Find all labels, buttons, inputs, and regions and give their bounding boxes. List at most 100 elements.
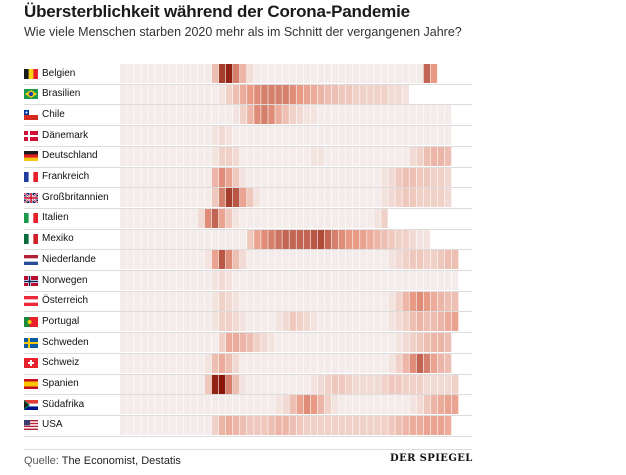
heatmap-cell: [317, 395, 325, 415]
country-label-norwegen: Norwegen: [42, 274, 88, 286]
flag-usa-icon: [24, 420, 38, 431]
heatmap-cell: [282, 415, 289, 435]
heatmap-cell: [338, 146, 346, 166]
heatmap-cell: [211, 271, 219, 290]
heatmap-cell: [416, 250, 424, 270]
heatmap-cell: [423, 229, 431, 249]
heatmap-cell: [141, 395, 148, 415]
heatmap-cell: [275, 188, 282, 208]
chart-title: Übersterblichkeit während der Corona-Pan…: [24, 2, 410, 21]
heatmap-cell: [127, 353, 134, 373]
heatmap-cell: [353, 188, 360, 208]
heatmap-cell: [155, 229, 162, 249]
heatmap-cell: [282, 333, 289, 353]
heatmap-cell: [317, 353, 325, 373]
heatmap-cell: [353, 105, 360, 125]
heatmap-cell: [127, 188, 134, 208]
heatmap-cell: [120, 374, 127, 394]
heatmap-cell: [331, 229, 339, 249]
heatmap-cell: [289, 64, 296, 83]
heatmap-cell: [331, 374, 339, 394]
heatmap-cell: [169, 250, 176, 270]
heatmap-cell: [353, 146, 360, 166]
heatmap-cell: [409, 415, 416, 435]
heatmap-cell: [254, 291, 261, 311]
heatmap-cell: [324, 271, 332, 290]
chart-subtitle: Wie viele Menschen starben 2020 mehr als…: [24, 25, 462, 39]
heatmap-cell: [360, 271, 367, 290]
heatmap-cell: [134, 415, 141, 435]
heatmap-cell: [317, 84, 325, 104]
heatmap-cell: [444, 291, 452, 311]
heatmap-cell: [402, 353, 409, 373]
heatmap-cell: [211, 188, 219, 208]
heatmap-cell: [261, 312, 268, 332]
heatmap-cell: [367, 291, 374, 311]
heatmap-cell: [218, 353, 226, 373]
heatmap-cell: [190, 84, 198, 104]
heatmap-cell: [232, 353, 240, 373]
heatmap-cell: [247, 64, 254, 83]
heatmap-cell: [134, 374, 141, 394]
heatmap-cell: [331, 146, 339, 166]
flag-brasilien-icon: [24, 89, 38, 100]
heatmap-cell: [324, 291, 332, 311]
heatmap-cell: [204, 146, 212, 166]
footer-divider: [24, 449, 472, 450]
heatmap-cell: [331, 64, 339, 83]
heatmap-cell: [204, 395, 212, 415]
heatmap-cell: [183, 64, 191, 83]
heatmap-cell: [310, 105, 318, 125]
heatmap-cell: [155, 250, 162, 270]
heatmap-cell: [353, 208, 360, 228]
heatmap-cell: [190, 229, 198, 249]
heatmap-cell: [275, 395, 282, 415]
heatmap-cell: [162, 271, 169, 290]
heatmap-cell: [261, 84, 268, 104]
heatmap-cell: [388, 105, 395, 125]
heatmap-cell: [169, 167, 176, 187]
heatmap-cell: [275, 374, 282, 394]
heatmap-cell: [324, 208, 332, 228]
heatmap-cell: [353, 271, 360, 290]
heatmap-cell: [388, 374, 395, 394]
heatmap-cell: [423, 333, 431, 353]
heatmap-cell: [289, 188, 296, 208]
heatmap-cell: [134, 333, 141, 353]
heatmap-cell: [218, 374, 226, 394]
heatmap-cell: [197, 188, 205, 208]
heatmap-cell: [232, 188, 240, 208]
heatmap-cell: [409, 353, 416, 373]
heatmap-cell: [127, 291, 134, 311]
heatmap-cell: [282, 353, 289, 373]
heatmap-cell: [155, 105, 162, 125]
heatmap-cell: [409, 188, 416, 208]
heatmap-cell: [275, 105, 282, 125]
heatmap-cell: [430, 188, 438, 208]
heatmap-cell: [437, 353, 445, 373]
heatmap-cell: [437, 415, 445, 435]
heatmap-cell: [141, 188, 148, 208]
heatmap-cell: [225, 333, 233, 353]
heatmap-cell: [254, 84, 261, 104]
heatmap-cell: [338, 312, 346, 332]
heatmap-cell: [324, 333, 332, 353]
heatmap-cell: [127, 126, 134, 146]
heatmap-cell: [275, 271, 282, 290]
heatmap-cell: [444, 374, 452, 394]
heatmap-cell: [232, 374, 240, 394]
heatmap-cell: [395, 374, 402, 394]
heatmap-cell: [374, 250, 381, 270]
row-divider: [24, 394, 472, 396]
heatmap-cell: [218, 167, 226, 187]
heatmap-cell: [211, 353, 219, 373]
heatmap-cell: [317, 64, 325, 83]
heatmap-cell: [360, 250, 367, 270]
heatmap-cell: [381, 353, 388, 373]
heatmap-cell: [204, 105, 212, 125]
heatmap-cell: [310, 146, 318, 166]
row-divider: [24, 373, 472, 375]
heatmap-cell: [183, 229, 191, 249]
heatmap-cell: [451, 312, 459, 332]
heatmap-cell: [190, 167, 198, 187]
